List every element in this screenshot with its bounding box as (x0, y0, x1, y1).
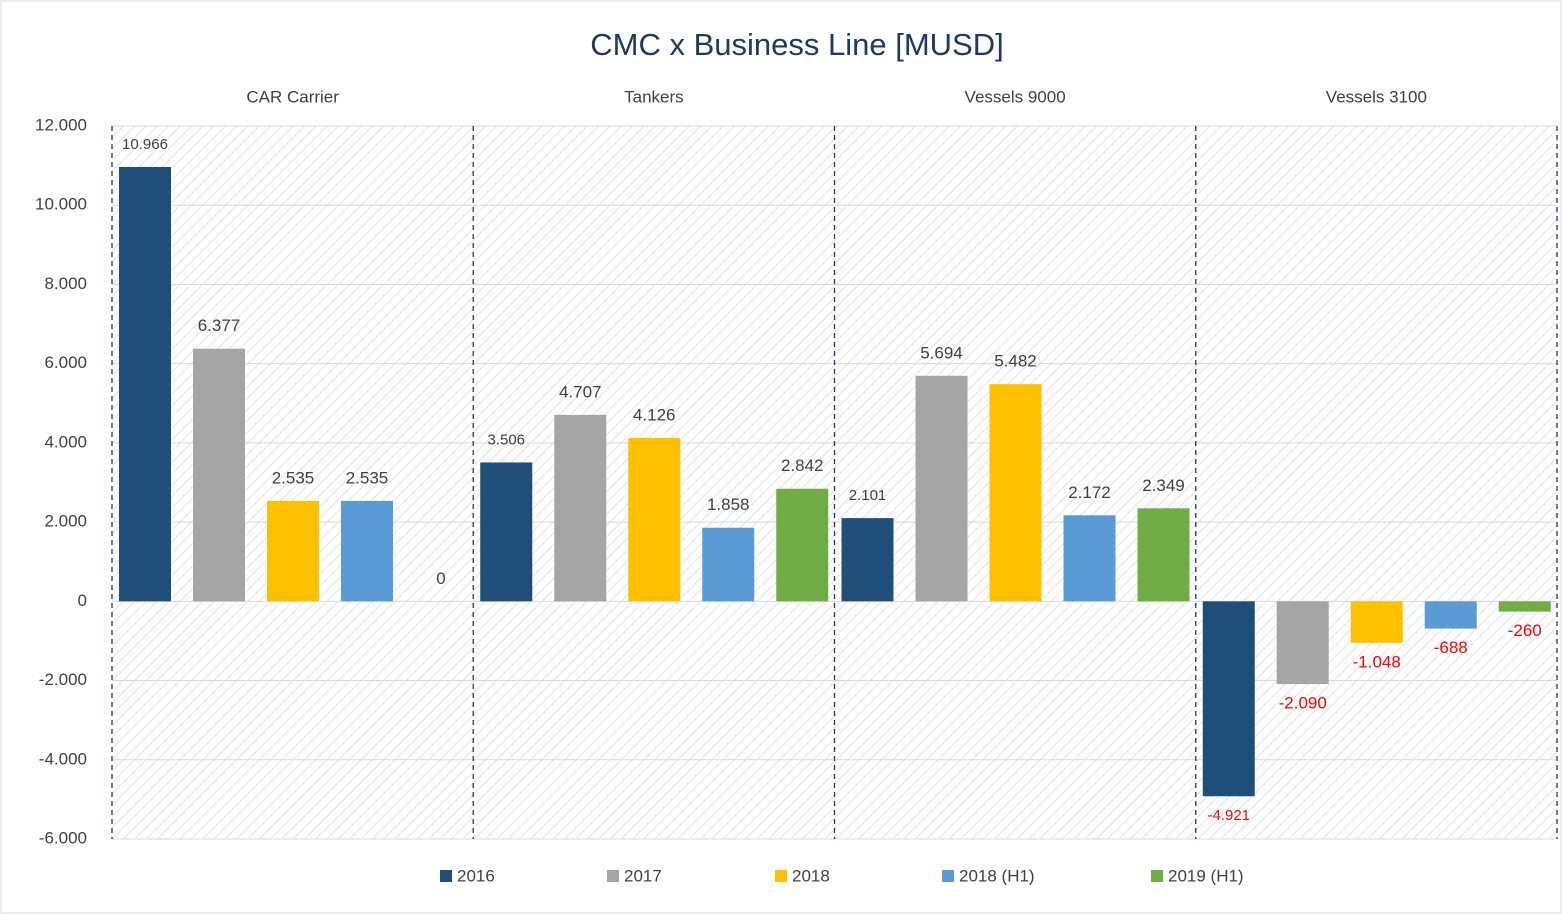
value-label: 3.506 (487, 431, 525, 448)
y-tick-label: -4.000 (39, 749, 87, 768)
value-label: 5.482 (994, 352, 1037, 371)
bar (341, 500, 393, 602)
bar (915, 375, 968, 602)
y-tick-label: 0 (78, 591, 87, 610)
bar (841, 518, 894, 602)
legend-swatch (440, 870, 452, 882)
legend-label: 2018 (792, 866, 830, 885)
bar (628, 437, 681, 602)
y-tick-label: 12.000 (35, 115, 87, 134)
bar (1063, 515, 1116, 602)
bar (1276, 601, 1329, 685)
legend-label: 2016 (457, 866, 495, 885)
bar (702, 527, 755, 602)
bar (1137, 508, 1190, 602)
y-tick-label: -6.000 (39, 828, 87, 847)
y-tick-label: 8.000 (44, 274, 87, 293)
value-label: 2.535 (272, 468, 315, 487)
value-label: 4.126 (633, 405, 676, 424)
legend-swatch (607, 870, 619, 882)
value-label: -1.048 (1353, 652, 1401, 671)
legend-swatch (1151, 870, 1163, 882)
bar (1498, 601, 1551, 612)
value-label: 10.966 (122, 136, 168, 153)
legend-swatch (775, 870, 787, 882)
bar (480, 462, 533, 602)
value-label: -260 (1508, 621, 1542, 640)
legend-label: 2019 (H1) (1168, 866, 1244, 885)
legend-label: 2017 (624, 866, 662, 885)
value-label: 2.101 (849, 487, 887, 504)
value-label: 2.172 (1068, 483, 1111, 502)
bar (776, 488, 829, 602)
bar (1202, 601, 1255, 797)
legend-label: 2018 (H1) (959, 866, 1035, 885)
value-label: -2.090 (1279, 694, 1327, 713)
bar (267, 500, 319, 602)
legend-swatch (942, 870, 954, 882)
bar (989, 384, 1042, 602)
bar (193, 348, 245, 602)
value-label: 2.535 (346, 468, 389, 487)
y-tick-label: -2.000 (39, 670, 87, 689)
value-label: 6.377 (198, 316, 241, 335)
chart-title: CMC x Business Line [MUSD] (590, 27, 1003, 62)
category-label: CAR Carrier (246, 87, 339, 106)
y-tick-label: 4.000 (44, 432, 87, 451)
y-tick-label: 2.000 (44, 512, 87, 531)
value-label: 1.858 (707, 495, 750, 514)
category-label: Vessels 9000 (965, 87, 1066, 106)
bar (554, 414, 607, 602)
bar (1350, 601, 1403, 643)
value-label: 5.694 (920, 343, 963, 362)
value-label: 0 (436, 569, 445, 588)
y-tick-label: 10.000 (35, 195, 87, 214)
bar (1424, 601, 1477, 629)
y-tick-label: 6.000 (44, 353, 87, 372)
value-label: -688 (1434, 638, 1468, 657)
value-label: 2.349 (1142, 476, 1185, 495)
category-label: Vessels 3100 (1326, 87, 1427, 106)
value-label: 4.707 (559, 382, 602, 401)
value-label: 2.842 (781, 456, 824, 475)
value-label: -4.921 (1207, 807, 1250, 824)
category-label: Tankers (624, 87, 684, 106)
bar (119, 166, 171, 602)
